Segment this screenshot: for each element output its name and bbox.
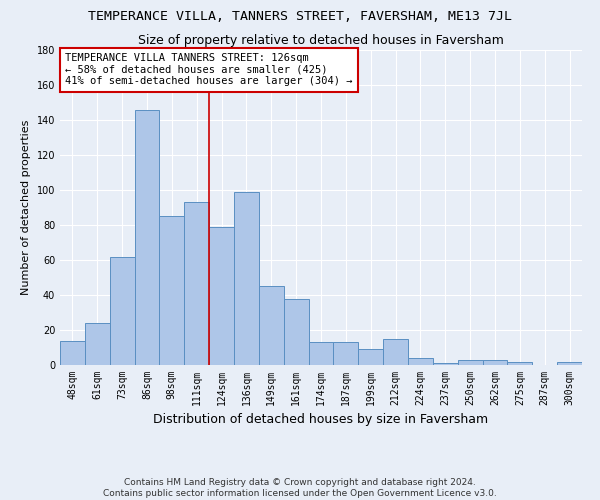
Bar bbox=[308, 342, 334, 365]
Bar bbox=[557, 362, 582, 365]
Bar bbox=[358, 349, 383, 365]
Bar bbox=[482, 360, 508, 365]
Text: TEMPERANCE VILLA TANNERS STREET: 126sqm
← 58% of detached houses are smaller (42: TEMPERANCE VILLA TANNERS STREET: 126sqm … bbox=[65, 53, 353, 86]
Bar bbox=[383, 339, 408, 365]
Bar bbox=[408, 358, 433, 365]
Bar bbox=[110, 256, 134, 365]
X-axis label: Distribution of detached houses by size in Faversham: Distribution of detached houses by size … bbox=[154, 414, 488, 426]
Bar bbox=[134, 110, 160, 365]
Bar bbox=[209, 227, 234, 365]
Bar bbox=[160, 216, 184, 365]
Bar bbox=[458, 360, 482, 365]
Bar bbox=[60, 340, 85, 365]
Text: Contains HM Land Registry data © Crown copyright and database right 2024.
Contai: Contains HM Land Registry data © Crown c… bbox=[103, 478, 497, 498]
Bar bbox=[234, 192, 259, 365]
Title: Size of property relative to detached houses in Faversham: Size of property relative to detached ho… bbox=[138, 34, 504, 48]
Bar bbox=[184, 202, 209, 365]
Bar bbox=[433, 363, 458, 365]
Bar bbox=[508, 362, 532, 365]
Bar bbox=[284, 298, 308, 365]
Bar bbox=[259, 286, 284, 365]
Bar bbox=[85, 323, 110, 365]
Text: TEMPERANCE VILLA, TANNERS STREET, FAVERSHAM, ME13 7JL: TEMPERANCE VILLA, TANNERS STREET, FAVERS… bbox=[88, 10, 512, 23]
Bar bbox=[334, 342, 358, 365]
Y-axis label: Number of detached properties: Number of detached properties bbox=[21, 120, 31, 295]
